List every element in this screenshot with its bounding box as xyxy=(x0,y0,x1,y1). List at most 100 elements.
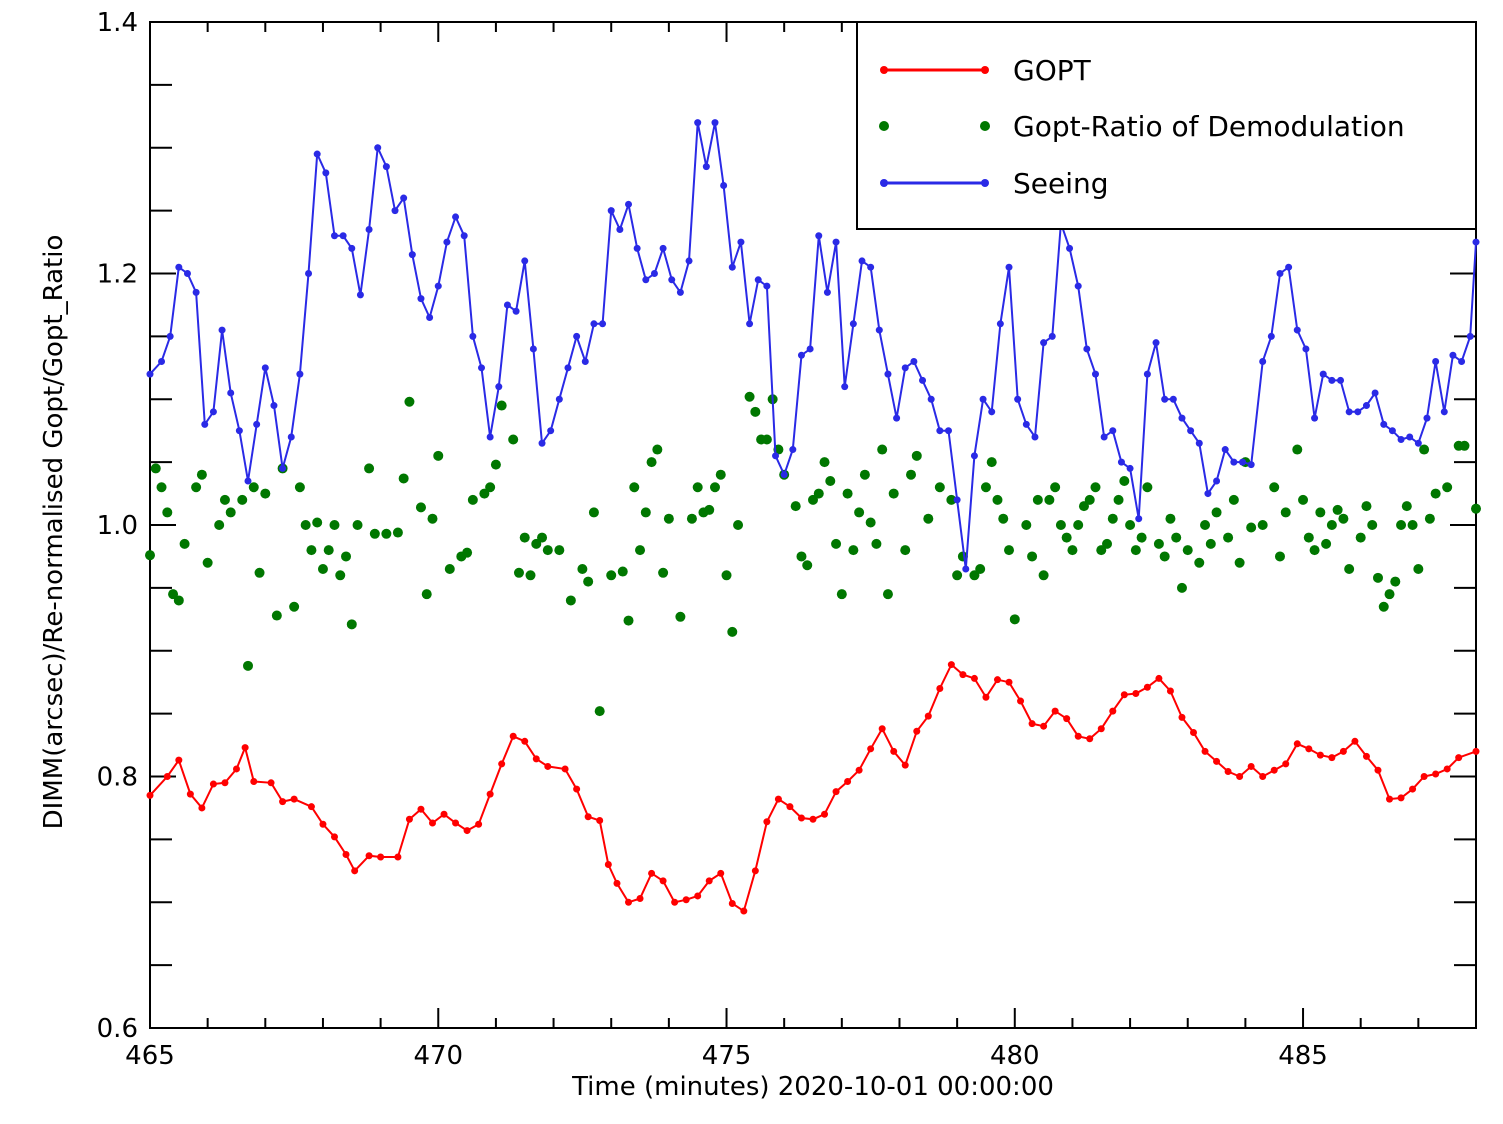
data-point xyxy=(1176,582,1187,593)
data-point xyxy=(270,402,278,410)
data-point xyxy=(1120,691,1128,699)
data-point xyxy=(573,332,581,340)
data-point xyxy=(1471,503,1481,514)
data-point xyxy=(279,798,287,806)
data-point xyxy=(271,610,282,621)
data-point xyxy=(198,804,206,812)
data-point xyxy=(865,517,876,528)
data-point xyxy=(1274,551,1285,562)
data-point xyxy=(836,589,847,600)
data-point xyxy=(658,567,669,578)
legend: GOPT Gopt-Ratio of Demodulation Seeing xyxy=(856,21,1477,230)
data-point xyxy=(1205,538,1216,549)
data-point xyxy=(214,520,225,530)
data-point xyxy=(1086,735,1094,743)
data-point xyxy=(1178,713,1186,721)
data-point xyxy=(642,276,650,284)
data-point xyxy=(728,900,736,908)
data-point xyxy=(1339,747,1347,755)
data-point xyxy=(709,482,720,493)
data-point xyxy=(426,314,434,322)
data-point xyxy=(750,406,761,417)
data-point xyxy=(1102,538,1113,549)
data-point xyxy=(1074,732,1082,740)
series-0 xyxy=(146,661,1480,915)
data-point xyxy=(1014,395,1022,403)
data-point xyxy=(319,820,327,828)
data-point xyxy=(737,238,745,246)
data-point xyxy=(294,482,305,493)
data-point xyxy=(1355,532,1366,543)
data-point xyxy=(168,589,179,600)
data-point xyxy=(819,457,830,468)
data-point xyxy=(478,364,485,372)
x-tick-label: 465 xyxy=(125,1041,175,1071)
series-layer xyxy=(145,119,1481,915)
data-point xyxy=(1388,427,1396,435)
data-point xyxy=(365,225,373,233)
data-point xyxy=(490,459,501,470)
data-point xyxy=(469,332,477,340)
data-point xyxy=(1044,494,1055,505)
data-point xyxy=(196,469,207,480)
data-point xyxy=(221,779,229,787)
data-point xyxy=(659,877,667,885)
data-point xyxy=(1005,263,1013,271)
data-point xyxy=(882,589,893,600)
data-point xyxy=(1354,408,1362,416)
data-point xyxy=(1407,520,1418,530)
data-point xyxy=(374,144,382,152)
data-point xyxy=(1292,444,1303,455)
data-point xyxy=(1117,458,1125,466)
data-point xyxy=(1130,545,1141,556)
data-point xyxy=(1078,501,1089,512)
data-point xyxy=(1309,545,1320,556)
y-tick-label: 1.0 xyxy=(97,511,138,541)
data-point xyxy=(1155,674,1163,682)
data-point xyxy=(1178,414,1186,422)
legend-swatch-marker xyxy=(980,121,990,131)
data-point xyxy=(1040,722,1048,730)
data-point xyxy=(253,420,261,428)
data-point xyxy=(1061,532,1072,543)
data-point xyxy=(821,810,829,818)
data-point xyxy=(377,853,385,861)
data-point xyxy=(460,232,468,240)
data-point xyxy=(871,538,882,549)
data-point xyxy=(1096,545,1107,556)
data-point xyxy=(186,790,194,798)
data-point xyxy=(146,370,154,378)
data-point xyxy=(179,538,190,549)
data-point xyxy=(1345,408,1353,416)
data-point xyxy=(1132,690,1140,698)
data-point xyxy=(218,326,226,334)
data-point xyxy=(1423,414,1431,422)
data-point xyxy=(884,370,892,378)
data-point xyxy=(496,400,507,411)
data-point xyxy=(763,818,771,826)
data-point xyxy=(796,551,807,562)
data-point xyxy=(202,557,213,568)
data-point xyxy=(789,446,797,454)
data-point xyxy=(503,301,511,309)
data-point xyxy=(1361,501,1372,512)
data-point xyxy=(1298,494,1309,505)
data-point xyxy=(479,488,490,499)
legend-swatch-marker xyxy=(880,179,888,187)
data-point xyxy=(705,877,713,885)
data-point xyxy=(394,853,402,861)
y-tick-label: 0.8 xyxy=(97,763,138,793)
data-point xyxy=(1084,494,1095,505)
data-point xyxy=(900,545,911,556)
data-point xyxy=(241,744,249,752)
data-point xyxy=(671,898,679,906)
data-point xyxy=(322,169,330,177)
data-point xyxy=(443,238,451,246)
data-point xyxy=(1390,576,1401,587)
data-point xyxy=(1100,433,1108,441)
data-point xyxy=(947,661,955,669)
data-point xyxy=(1378,601,1389,612)
data-point xyxy=(1213,757,1221,765)
data-point xyxy=(519,532,530,543)
data-point xyxy=(1125,520,1136,530)
